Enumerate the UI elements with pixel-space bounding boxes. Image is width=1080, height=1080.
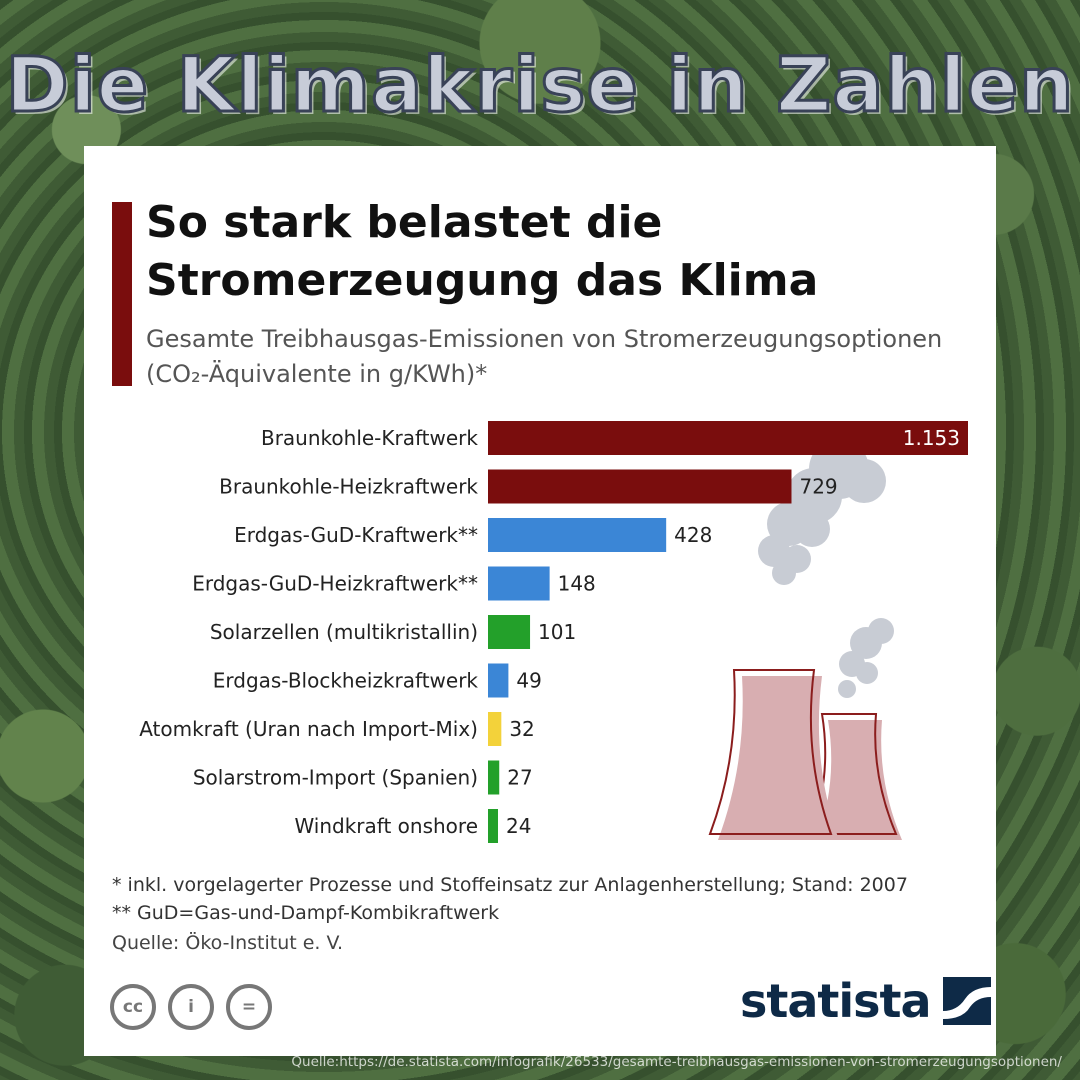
category-label: Windkraft onshore xyxy=(294,814,478,838)
value-label: 49 xyxy=(516,669,541,693)
chart-subtitle: Gesamte Treibhausgas-Emissionen von Stro… xyxy=(146,325,943,388)
category-label: Atomkraft (Uran nach Import-Mix) xyxy=(139,717,478,741)
source-note: Quelle: Öko-Institut e. V. xyxy=(112,932,344,954)
category-label: Braunkohle-Kraftwerk xyxy=(261,426,478,450)
cc-icon: cc xyxy=(110,984,156,1030)
value-label: 148 xyxy=(558,572,596,596)
category-label: Erdgas-GuD-Heizkraftwerk** xyxy=(192,572,478,596)
bar-chart: Braunkohle-Kraftwerk 1.153 Braunkohle-Heiz… xyxy=(139,421,968,843)
source-url: Quelle:https://de.statista.com/infografi… xyxy=(291,1054,1062,1070)
category-label: Erdgas-Blockheizkraftwerk xyxy=(213,669,479,693)
category-label: Braunkohle-Heizkraftwerk xyxy=(219,475,478,499)
bar xyxy=(488,566,550,601)
bar xyxy=(488,421,968,455)
bar xyxy=(488,469,792,504)
bar xyxy=(488,760,500,795)
footnote-2: ** GuD=Gas-und-Dampf-Kombikraftwerk xyxy=(112,902,500,924)
category-label: Solarzellen (multikristallin) xyxy=(210,620,478,644)
footnote-1: * inkl. vorgelagerter Prozesse und Stoff… xyxy=(112,874,908,896)
bar xyxy=(488,518,667,552)
value-label: 101 xyxy=(538,620,576,644)
chart-title: So stark belastet die Stromerzeugung das… xyxy=(146,197,819,306)
brand-name: statista xyxy=(740,974,932,1028)
infographic-card: So stark belastet die Stromerzeugung das… xyxy=(84,146,996,1056)
value-label: 24 xyxy=(506,814,531,838)
value-label: 428 xyxy=(674,523,712,547)
value-label: 729 xyxy=(799,475,837,499)
bar xyxy=(488,809,498,843)
value-label: 27 xyxy=(507,766,532,790)
statista-mark-icon xyxy=(942,977,991,1025)
value-label: 32 xyxy=(509,717,534,741)
bar xyxy=(488,615,531,649)
headline: Die Klimakrise in Zahlen xyxy=(4,39,1075,131)
category-label: Erdgas-GuD-Kraftwerk** xyxy=(234,523,478,547)
bar xyxy=(488,712,502,746)
value-label: 1.153 xyxy=(903,426,960,450)
category-label: Solarstrom-Import (Spanien) xyxy=(193,766,478,790)
accent-bar xyxy=(112,202,132,386)
power-plant-icon xyxy=(708,439,902,840)
no-derivatives-icon: = xyxy=(226,984,272,1030)
attribution-icon: i xyxy=(168,984,214,1030)
bar xyxy=(488,663,509,698)
license-icons: cc i = xyxy=(110,984,272,1030)
statista-logo: statista xyxy=(740,974,991,1028)
